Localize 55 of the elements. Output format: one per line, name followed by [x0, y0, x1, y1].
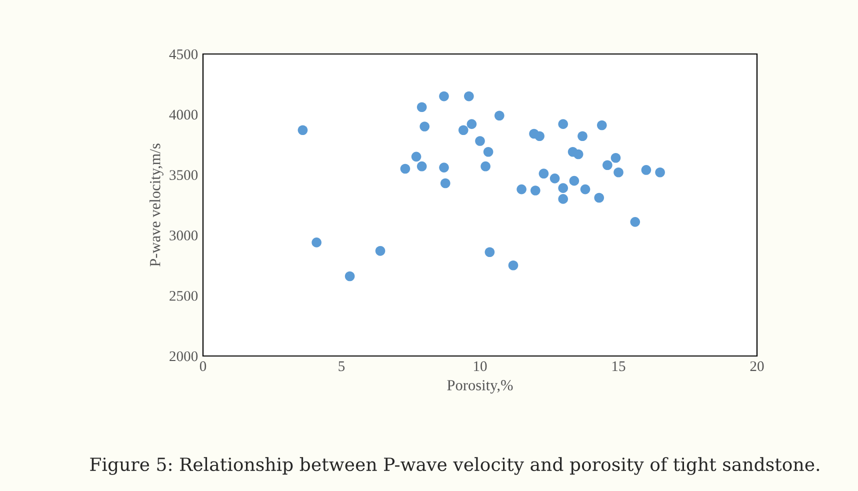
y-tick-label: 3500: [170, 170, 198, 180]
point: [484, 247, 495, 258]
caption: Figure 5: Relationship between P-wave velocity and porosity of tight sandstone.: [90, 457, 820, 475]
x-axis-title: Porosity,%: [447, 380, 513, 394]
point: [475, 136, 485, 146]
point: [440, 178, 450, 188]
point: [439, 162, 449, 172]
x-tick-label: 15: [612, 361, 626, 372]
point: [558, 194, 568, 204]
point: [655, 167, 665, 178]
point: [483, 146, 494, 157]
y-tick-label: 4000: [169, 110, 198, 120]
point: [466, 119, 477, 129]
y-tick-label: 2500: [170, 290, 198, 301]
point: [400, 164, 410, 174]
point: [508, 260, 518, 270]
point: [550, 174, 560, 184]
point: [596, 120, 607, 130]
point: [494, 110, 504, 121]
point: [580, 184, 590, 194]
y-tick-label: 3000: [170, 230, 198, 240]
point: [630, 217, 640, 227]
point: [558, 119, 568, 129]
point: [312, 238, 322, 248]
y-axis-title: P-wave velocity,m/s: [150, 144, 164, 266]
point: [538, 168, 549, 178]
point: [420, 122, 430, 132]
point: [411, 152, 422, 162]
point: [530, 186, 540, 196]
point: [375, 246, 386, 256]
point: [458, 125, 468, 136]
y-tick-label: 4500: [169, 49, 198, 60]
x-tick-label: 5: [338, 361, 345, 372]
point: [610, 152, 621, 163]
point: [439, 91, 449, 102]
y-tick-label: 2000: [170, 351, 198, 362]
point: [558, 183, 568, 193]
point: [573, 149, 584, 160]
point: [641, 165, 652, 175]
x-tick-label: 20: [750, 361, 764, 372]
point: [516, 184, 526, 194]
point: [344, 271, 355, 282]
point: [569, 176, 580, 186]
point: [298, 125, 308, 136]
x-tick-label: 0: [200, 361, 206, 372]
point: [416, 102, 427, 112]
point: [416, 161, 427, 172]
point: [534, 131, 544, 142]
x-tick-label: 10: [474, 361, 487, 372]
point: [464, 91, 474, 102]
point: [602, 160, 612, 170]
point: [578, 131, 588, 142]
point: [594, 192, 604, 203]
point: [614, 167, 624, 178]
point: [480, 161, 490, 172]
